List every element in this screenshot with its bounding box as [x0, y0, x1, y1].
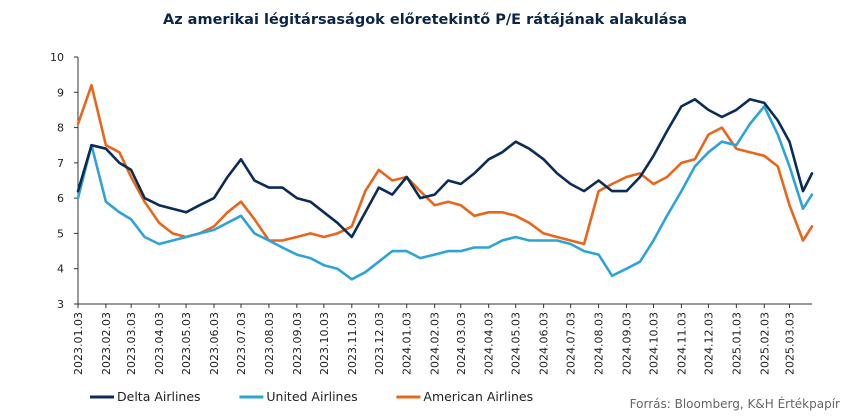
x-tick-label: 2024.07.03 — [565, 312, 578, 375]
chart-title: Az amerikai légitársaságok előretekintő … — [163, 12, 687, 28]
legend-label-delta-airlines: Delta Airlines — [117, 389, 201, 404]
x-tick-label: 2024.05.03 — [510, 312, 523, 375]
y-tick-label: 10 — [50, 51, 64, 64]
x-tick-label: 2024.02.03 — [429, 312, 442, 375]
x-tick-label: 2023.02.03 — [100, 312, 113, 375]
y-tick-label: 7 — [57, 157, 64, 170]
y-tick-label: 6 — [57, 192, 64, 205]
x-tick-label: 2024.06.03 — [538, 312, 551, 375]
x-tick-label: 2023.06.03 — [208, 312, 221, 375]
x-tick-label: 2024.04.03 — [483, 312, 496, 375]
series-line-united-airlines — [76, 105, 814, 281]
legend-label-united-airlines: United Airlines — [266, 389, 357, 404]
x-tick-label: 2024.03.03 — [455, 312, 468, 375]
x-tick-label: 2023.05.03 — [180, 312, 193, 375]
source-note: Forrás: Bloomberg, K&H Értékpapír — [630, 396, 840, 411]
x-tick-label: 2023.07.03 — [235, 312, 248, 375]
x-tick-label: 2024.10.03 — [647, 312, 660, 375]
y-tick-label: 4 — [57, 263, 64, 276]
x-tick-label: 2023.08.03 — [263, 312, 276, 375]
x-tick-label: 2024.01.03 — [401, 312, 414, 375]
y-tick-label: 9 — [57, 86, 64, 99]
series-line-delta-airlines — [76, 98, 814, 239]
axes: 3 4 5 6 7 8 9 10 2023.01.03 2023.02.03 2023.03.03 2… — [50, 51, 812, 375]
y-tick-label: 5 — [57, 227, 64, 240]
series-lines — [76, 83, 814, 281]
y-tick-label: 8 — [57, 122, 64, 135]
x-tick-label: 2023.03.03 — [125, 312, 138, 375]
x-tick-label: 2024.08.03 — [593, 312, 606, 375]
x-tick-label: 2025.01.03 — [730, 312, 743, 375]
x-tick-label: 2023.09.03 — [291, 312, 304, 375]
y-tick-label: 3 — [57, 298, 64, 311]
x-tick-label: 2023.10.03 — [318, 312, 331, 375]
x-tick-label: 2023.01.03 — [72, 312, 85, 375]
legend: Delta Airlines United Airlines American Ai… — [90, 389, 533, 404]
x-tick-label: 2024.12.03 — [702, 312, 715, 375]
x-tick-label: 2025.02.03 — [758, 312, 771, 375]
series-line-american-airlines — [76, 83, 814, 246]
x-tick-label: 2024.11.03 — [675, 312, 688, 375]
x-tick-label: 2023.11.03 — [346, 312, 359, 375]
x-tick-label: 2025.03.03 — [783, 312, 796, 375]
x-tick-label: 2023.12.03 — [373, 312, 386, 375]
legend-label-american-airlines: American Airlines — [423, 389, 533, 404]
x-tick-label: 2023.04.03 — [153, 312, 166, 375]
x-tick-label: 2024.09.03 — [620, 312, 633, 375]
